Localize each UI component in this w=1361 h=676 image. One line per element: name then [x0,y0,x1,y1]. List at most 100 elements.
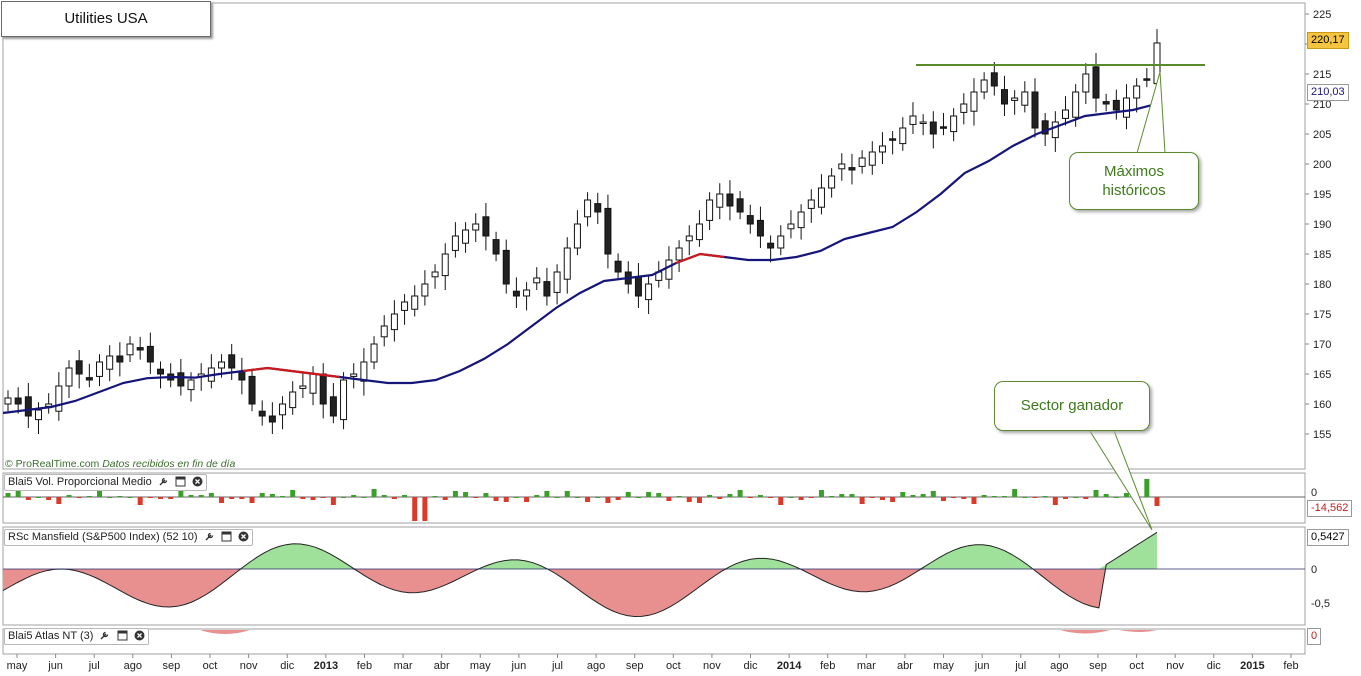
volume-bar [107,497,113,498]
close-icon[interactable] [192,476,203,487]
y-tick-label: 155 [1313,429,1331,441]
candle-body [594,203,602,213]
volume-bar [320,497,326,498]
volume-bar [66,495,72,497]
volume-bar [168,497,174,499]
candle-body [146,345,154,363]
candle-body [85,377,93,381]
candle-body [472,223,480,231]
credit-note: Datos recibidos en fin de día [102,458,236,470]
volume-last-label: -14,562 [1307,500,1353,517]
volume-bar [483,493,489,497]
volume-bar [951,497,957,498]
volume-bar [351,495,357,497]
volume-bar [1144,479,1150,497]
candle-body [1051,121,1059,139]
max-historicos-callout: Máximos históricos [1069,152,1199,210]
candle-body [14,397,22,405]
candle-body [289,391,297,409]
x-tick-label: dic [280,660,295,672]
x-tick-label: ago [1050,660,1068,672]
candle-body [726,193,734,207]
volume-bar [452,491,458,497]
candle-body [35,409,43,421]
candle-body [685,235,693,242]
candle-body [1072,91,1080,118]
candle-body [899,127,907,145]
candle-body [848,167,856,171]
volume-bar [727,494,733,497]
x-tick-label: jul [1014,660,1026,672]
candle-body [878,145,886,153]
volume-bar [25,497,31,500]
candle-body [970,91,978,112]
volume-bar [97,489,103,497]
volume-bar [574,497,580,498]
candle-body [817,187,825,208]
volume-bar [534,495,540,497]
wrench-icon[interactable] [99,630,110,641]
atlas-red-area [1120,630,1157,632]
window-icon[interactable] [117,630,128,641]
candle-body [228,354,236,369]
candle-body [777,235,785,249]
volume-bar [229,497,235,499]
volume-bar [36,497,42,498]
volume-bar [361,497,367,498]
volume-bar [1123,493,1129,497]
candle-body [736,198,744,213]
candle-body [350,373,358,377]
volume-bar [849,494,855,497]
volume-bar [910,495,916,497]
volume-bar [615,497,621,500]
candle-body [1143,78,1151,81]
volume-bar [808,497,814,498]
candle-body [573,223,581,249]
ma-price-label: 210,03 [1307,84,1349,101]
close-icon[interactable] [238,531,249,542]
rsc-zero-label: 0 [1311,564,1317,576]
x-tick-label: may [7,660,28,672]
x-tick-label: jul [88,660,100,672]
wrench-icon[interactable] [204,531,215,542]
candle-body [65,367,73,387]
candle-body [1082,73,1090,93]
last-price-label: 220,17 [1307,32,1349,49]
candle-body [431,271,439,278]
volume-bar [1001,496,1007,497]
y-tick-label: 160 [1313,399,1331,411]
volume-bar [493,497,499,501]
candle-body [919,121,927,124]
x-tick-label: may [933,660,954,672]
volume-bar [422,497,428,521]
volume-bar [300,497,306,499]
y-tick-label: 185 [1313,249,1331,261]
x-tick-label: oct [1129,660,1144,672]
candle-body [838,163,846,170]
wrench-icon[interactable] [158,476,169,487]
volume-bar [259,493,265,497]
x-tick-label: jun [974,660,990,672]
volume-bar [76,497,82,498]
window-icon[interactable] [221,531,232,542]
volume-bar [442,497,448,500]
window-icon[interactable] [175,476,186,487]
candle-body [797,211,805,229]
candle-body [136,347,144,351]
candles-layer [4,29,1161,434]
candle-body [756,219,764,237]
rsc-neg-label: -0,5 [1311,598,1330,610]
candle-body [909,115,917,125]
volume-bar [971,497,977,504]
moving-average-layer [2,102,1158,415]
volume-bar [1073,497,1079,498]
volume-bar [269,494,275,497]
volume-bar [391,497,397,499]
close-icon[interactable] [134,630,145,641]
volume-bar [381,495,387,497]
moving-average-line [2,102,1158,415]
volume-bar [890,497,896,502]
candle-body [604,207,612,255]
volume-bar [1052,497,1058,505]
candle-body [665,259,673,280]
